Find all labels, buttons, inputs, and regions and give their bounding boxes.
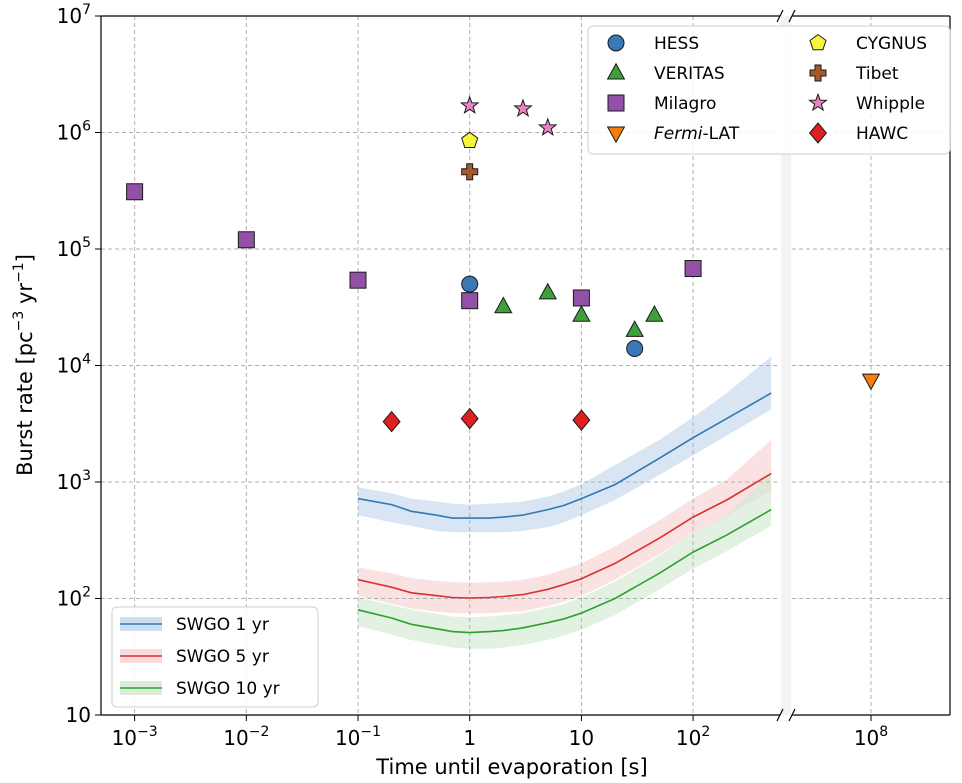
legend-box: [587, 25, 951, 155]
x-tick-label: 10: [569, 726, 594, 750]
axis-break-mark: [788, 9, 796, 23]
hawc-point: [460, 407, 479, 430]
legend-label-veritas: VERITAS: [654, 64, 725, 84]
veritas-point: [625, 320, 644, 337]
legend-label-fermi-lat: Fermi-LAT: [654, 124, 740, 144]
x-tick-label: 10−3: [112, 724, 158, 750]
hess-point: [626, 339, 644, 357]
axis-ticks: 10−3 10−2 10−1 1 10 102 108 10 102 103 104 105 106 10…: [57, 2, 889, 750]
veritas-point: [572, 304, 591, 322]
hess-point: [461, 275, 479, 293]
legend-marker-hawc: [808, 122, 828, 144]
legend2-label-swgo-10-yr: SWGO 10 yr: [176, 679, 280, 699]
hawc-point: [382, 410, 401, 433]
y-tick-label: 10: [66, 703, 91, 727]
legend-label-whipple: Whipple: [856, 94, 925, 114]
fermi-lat-point: [861, 373, 881, 391]
whipple-point: [513, 98, 533, 117]
x-tick-label: 10−2: [223, 724, 269, 750]
legend-label-milagro: Milagro: [654, 94, 716, 114]
x-tick-label: 10−1: [335, 724, 381, 750]
x-tick-label: 1: [463, 726, 476, 750]
veritas-point: [538, 282, 558, 300]
milagro-point: [126, 183, 144, 201]
line-swgo-10-yr: [357, 508, 772, 634]
legend-label-hess: HESS: [654, 34, 699, 54]
line-swgo-5-yr: [357, 472, 772, 599]
x-axis-label: Time until evaporation [s]: [375, 755, 647, 779]
line-legend: SWGO 1 yr SWGO 5 yr SWGO 10 yr: [111, 606, 319, 708]
legend-marker-whipple: [808, 92, 828, 112]
x-tick-label: 102: [676, 724, 710, 750]
swgo-lines: [357, 392, 772, 634]
legend-marker-tibet: [809, 64, 827, 82]
whipple-point: [537, 117, 558, 136]
y-tick-label: 106: [57, 119, 91, 145]
legend2-label-swgo-1-yr: SWGO 1 yr: [176, 615, 269, 635]
veritas-point: [494, 296, 513, 314]
swgo-bands: [358, 356, 772, 649]
band-swgo-10-yr: [358, 473, 772, 649]
milagro-point: [684, 260, 702, 278]
legend-label-tibet: Tibet: [855, 64, 899, 84]
milagro-point: [461, 292, 479, 310]
legend-label-cygnus: CYGNUS: [856, 34, 927, 54]
y-tick-label: 104: [57, 352, 91, 378]
line-swgo-1-yr: [357, 392, 772, 519]
milagro-point: [349, 271, 367, 289]
legend-label-hawc: HAWC: [856, 124, 908, 144]
y-axis-label: Burst rate [pc−3 yr−1]: [11, 254, 37, 476]
y-tick-label: 105: [57, 235, 91, 261]
data-markers: [126, 95, 881, 433]
y-tick-label: 103: [57, 468, 91, 494]
legend-marker-milagro: [607, 94, 625, 112]
legend2-box: [111, 606, 319, 708]
legend-marker-fermi-lat: [606, 126, 626, 144]
axis-break-mark: [788, 708, 796, 722]
whipple-point: [459, 95, 480, 114]
axis-break-gap: [781, 16, 791, 715]
milagro-point: [237, 231, 255, 249]
legend-marker-veritas: [606, 62, 626, 80]
x-tick-label: 108: [854, 724, 888, 750]
milagro-point: [572, 289, 590, 307]
legend-marker-cygnus: [809, 33, 827, 51]
tibet-point: [461, 163, 479, 181]
legend2-label-swgo-5-yr: SWGO 5 yr: [176, 647, 269, 667]
y-tick-label: 102: [57, 585, 91, 611]
legend-marker-hess: [607, 34, 625, 52]
axis-break-mark: [776, 9, 784, 23]
cygnus-point: [461, 131, 479, 148]
marker-legend: HESS VERITAS Milagro Fermi-LAT CYGNUS Tibet Wh…: [587, 25, 951, 155]
band-swgo-1-yr: [358, 356, 772, 533]
band-swgo-5-yr: [358, 439, 772, 614]
hawc-point: [572, 409, 591, 431]
axis-break-mark: [776, 708, 784, 722]
y-tick-label: 107: [57, 2, 91, 28]
veritas-point: [645, 304, 664, 322]
